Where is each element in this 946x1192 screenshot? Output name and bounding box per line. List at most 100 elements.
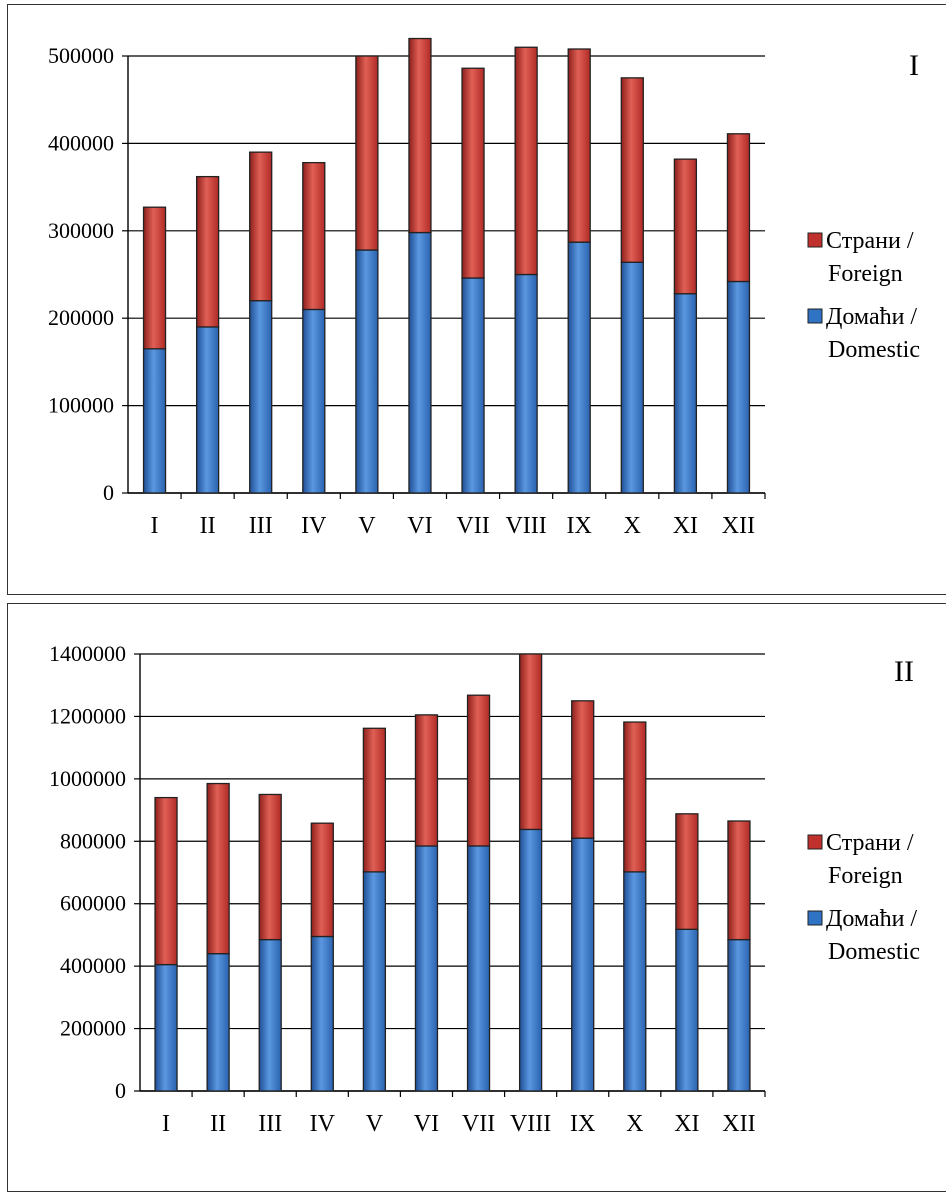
x-tick-label: XI [673, 513, 698, 539]
bar-domestic [514, 273, 538, 494]
bar-foreign [310, 822, 334, 938]
y-tick-label: 0 [103, 480, 114, 505]
bar-domestic [302, 308, 326, 494]
bar-foreign [675, 813, 699, 930]
x-tick-label: VII [462, 1111, 495, 1137]
legend-label-domestic: Домаћи / [826, 906, 917, 932]
x-tick-label: XI [674, 1111, 699, 1137]
x-tick-label: IX [567, 513, 592, 539]
x-tick-label: X [624, 513, 641, 539]
x-tick-label: VIII [505, 513, 546, 539]
bar-foreign [142, 206, 167, 350]
bar-foreign [414, 714, 439, 847]
x-tick-label: I [151, 513, 159, 539]
bar-domestic [673, 293, 698, 494]
y-tick-label: 1200000 [49, 703, 126, 728]
bar-foreign [727, 820, 751, 941]
legend-label-domestic-line2: Domestic [828, 337, 920, 363]
legend-swatch-foreign [807, 232, 823, 248]
x-tick-label: II [200, 513, 216, 539]
legend-label-domestic-line2: Domestic [828, 939, 920, 965]
bar-domestic [466, 845, 491, 1092]
bar-domestic [362, 871, 387, 1092]
y-tick-label: 400000 [48, 130, 114, 155]
bar-foreign [518, 653, 543, 831]
x-tick-label: VIII [510, 1111, 551, 1137]
bar-foreign [206, 782, 230, 955]
legend-swatch-domestic [807, 910, 823, 926]
legend-label-domestic: Домаћи / [826, 304, 917, 330]
legend-label-foreign-line2: Foreign [828, 863, 903, 889]
y-tick-label: 400000 [60, 953, 126, 978]
bar-foreign [514, 46, 538, 276]
bar-domestic [249, 300, 273, 494]
x-tick-label: XII [722, 1111, 755, 1137]
y-tick-label: 500000 [48, 43, 114, 68]
y-tick-label: 100000 [48, 393, 114, 418]
bar-foreign [195, 175, 220, 328]
bar-foreign [408, 37, 432, 234]
y-tick-label: 200000 [60, 1016, 126, 1041]
bar-domestic [195, 326, 220, 494]
bar-foreign [461, 67, 485, 279]
bar-foreign [673, 158, 698, 295]
y-tick-label: 300000 [48, 218, 114, 243]
bar-domestic [258, 938, 282, 1092]
bar-foreign [571, 700, 595, 839]
bar-domestic [726, 280, 751, 494]
y-tick-label: 200000 [48, 305, 114, 330]
x-tick-label: I [162, 1111, 170, 1137]
bar-domestic [675, 928, 699, 1092]
x-tick-label: VI [407, 513, 432, 539]
x-tick-label: IV [310, 1111, 336, 1137]
bar-domestic [355, 249, 379, 494]
bar-foreign [567, 48, 591, 243]
bar-domestic [154, 963, 178, 1092]
bar-domestic [727, 938, 751, 1092]
x-tick-label: VII [456, 513, 489, 539]
bar-domestic [567, 241, 591, 494]
bar-foreign [249, 151, 273, 302]
bar-domestic [461, 277, 485, 494]
x-tick-label: V [366, 1111, 384, 1137]
bar-domestic [408, 231, 432, 494]
bar-foreign [726, 133, 751, 283]
bar-foreign [362, 727, 387, 873]
x-tick-label: V [358, 513, 376, 539]
x-tick-label: XII [722, 513, 755, 539]
bar-domestic [620, 261, 644, 494]
x-tick-label: IV [301, 513, 327, 539]
panel-label: II [894, 655, 914, 688]
y-tick-label: 600000 [60, 891, 126, 916]
bar-foreign [154, 796, 178, 966]
bar-foreign [258, 793, 282, 941]
y-tick-label: 800000 [60, 828, 126, 853]
x-tick-label: X [626, 1111, 643, 1137]
x-tick-label: VI [414, 1111, 439, 1137]
x-tick-label: IX [570, 1111, 595, 1137]
bar-foreign [466, 694, 491, 847]
bar-domestic [142, 348, 167, 494]
legend-label-foreign: Страни / [826, 228, 914, 254]
y-tick-label: 1400000 [49, 641, 126, 666]
x-tick-label: III [258, 1111, 282, 1137]
bar-domestic [310, 935, 334, 1092]
chart-panel-2: 0 200000 400000 600000 800000 1000000 1200000 1… [7, 603, 946, 1192]
legend-label-foreign-line2: Foreign [828, 261, 903, 287]
bar-domestic [571, 837, 595, 1092]
bar-domestic [623, 871, 647, 1092]
chart-panel-1: 0 100000 200000 300000 400000 500000 I II III IV V… [7, 4, 946, 595]
legend-label-foreign: Страни / [826, 830, 914, 856]
legend-swatch-foreign [807, 834, 823, 850]
bar-foreign [623, 721, 647, 873]
y-tick-label: 1000000 [49, 766, 126, 791]
x-tick-label: III [249, 513, 273, 539]
y-tick-label: 0 [115, 1078, 126, 1103]
x-tick-label: II [210, 1111, 226, 1137]
bar-foreign [302, 161, 326, 311]
bar-domestic [414, 845, 439, 1092]
legend-swatch-domestic [807, 308, 823, 324]
stacked-bar-chart-2: 0 200000 400000 600000 800000 1000000 1200000 1… [49, 641, 920, 1137]
bar-foreign [355, 55, 379, 251]
